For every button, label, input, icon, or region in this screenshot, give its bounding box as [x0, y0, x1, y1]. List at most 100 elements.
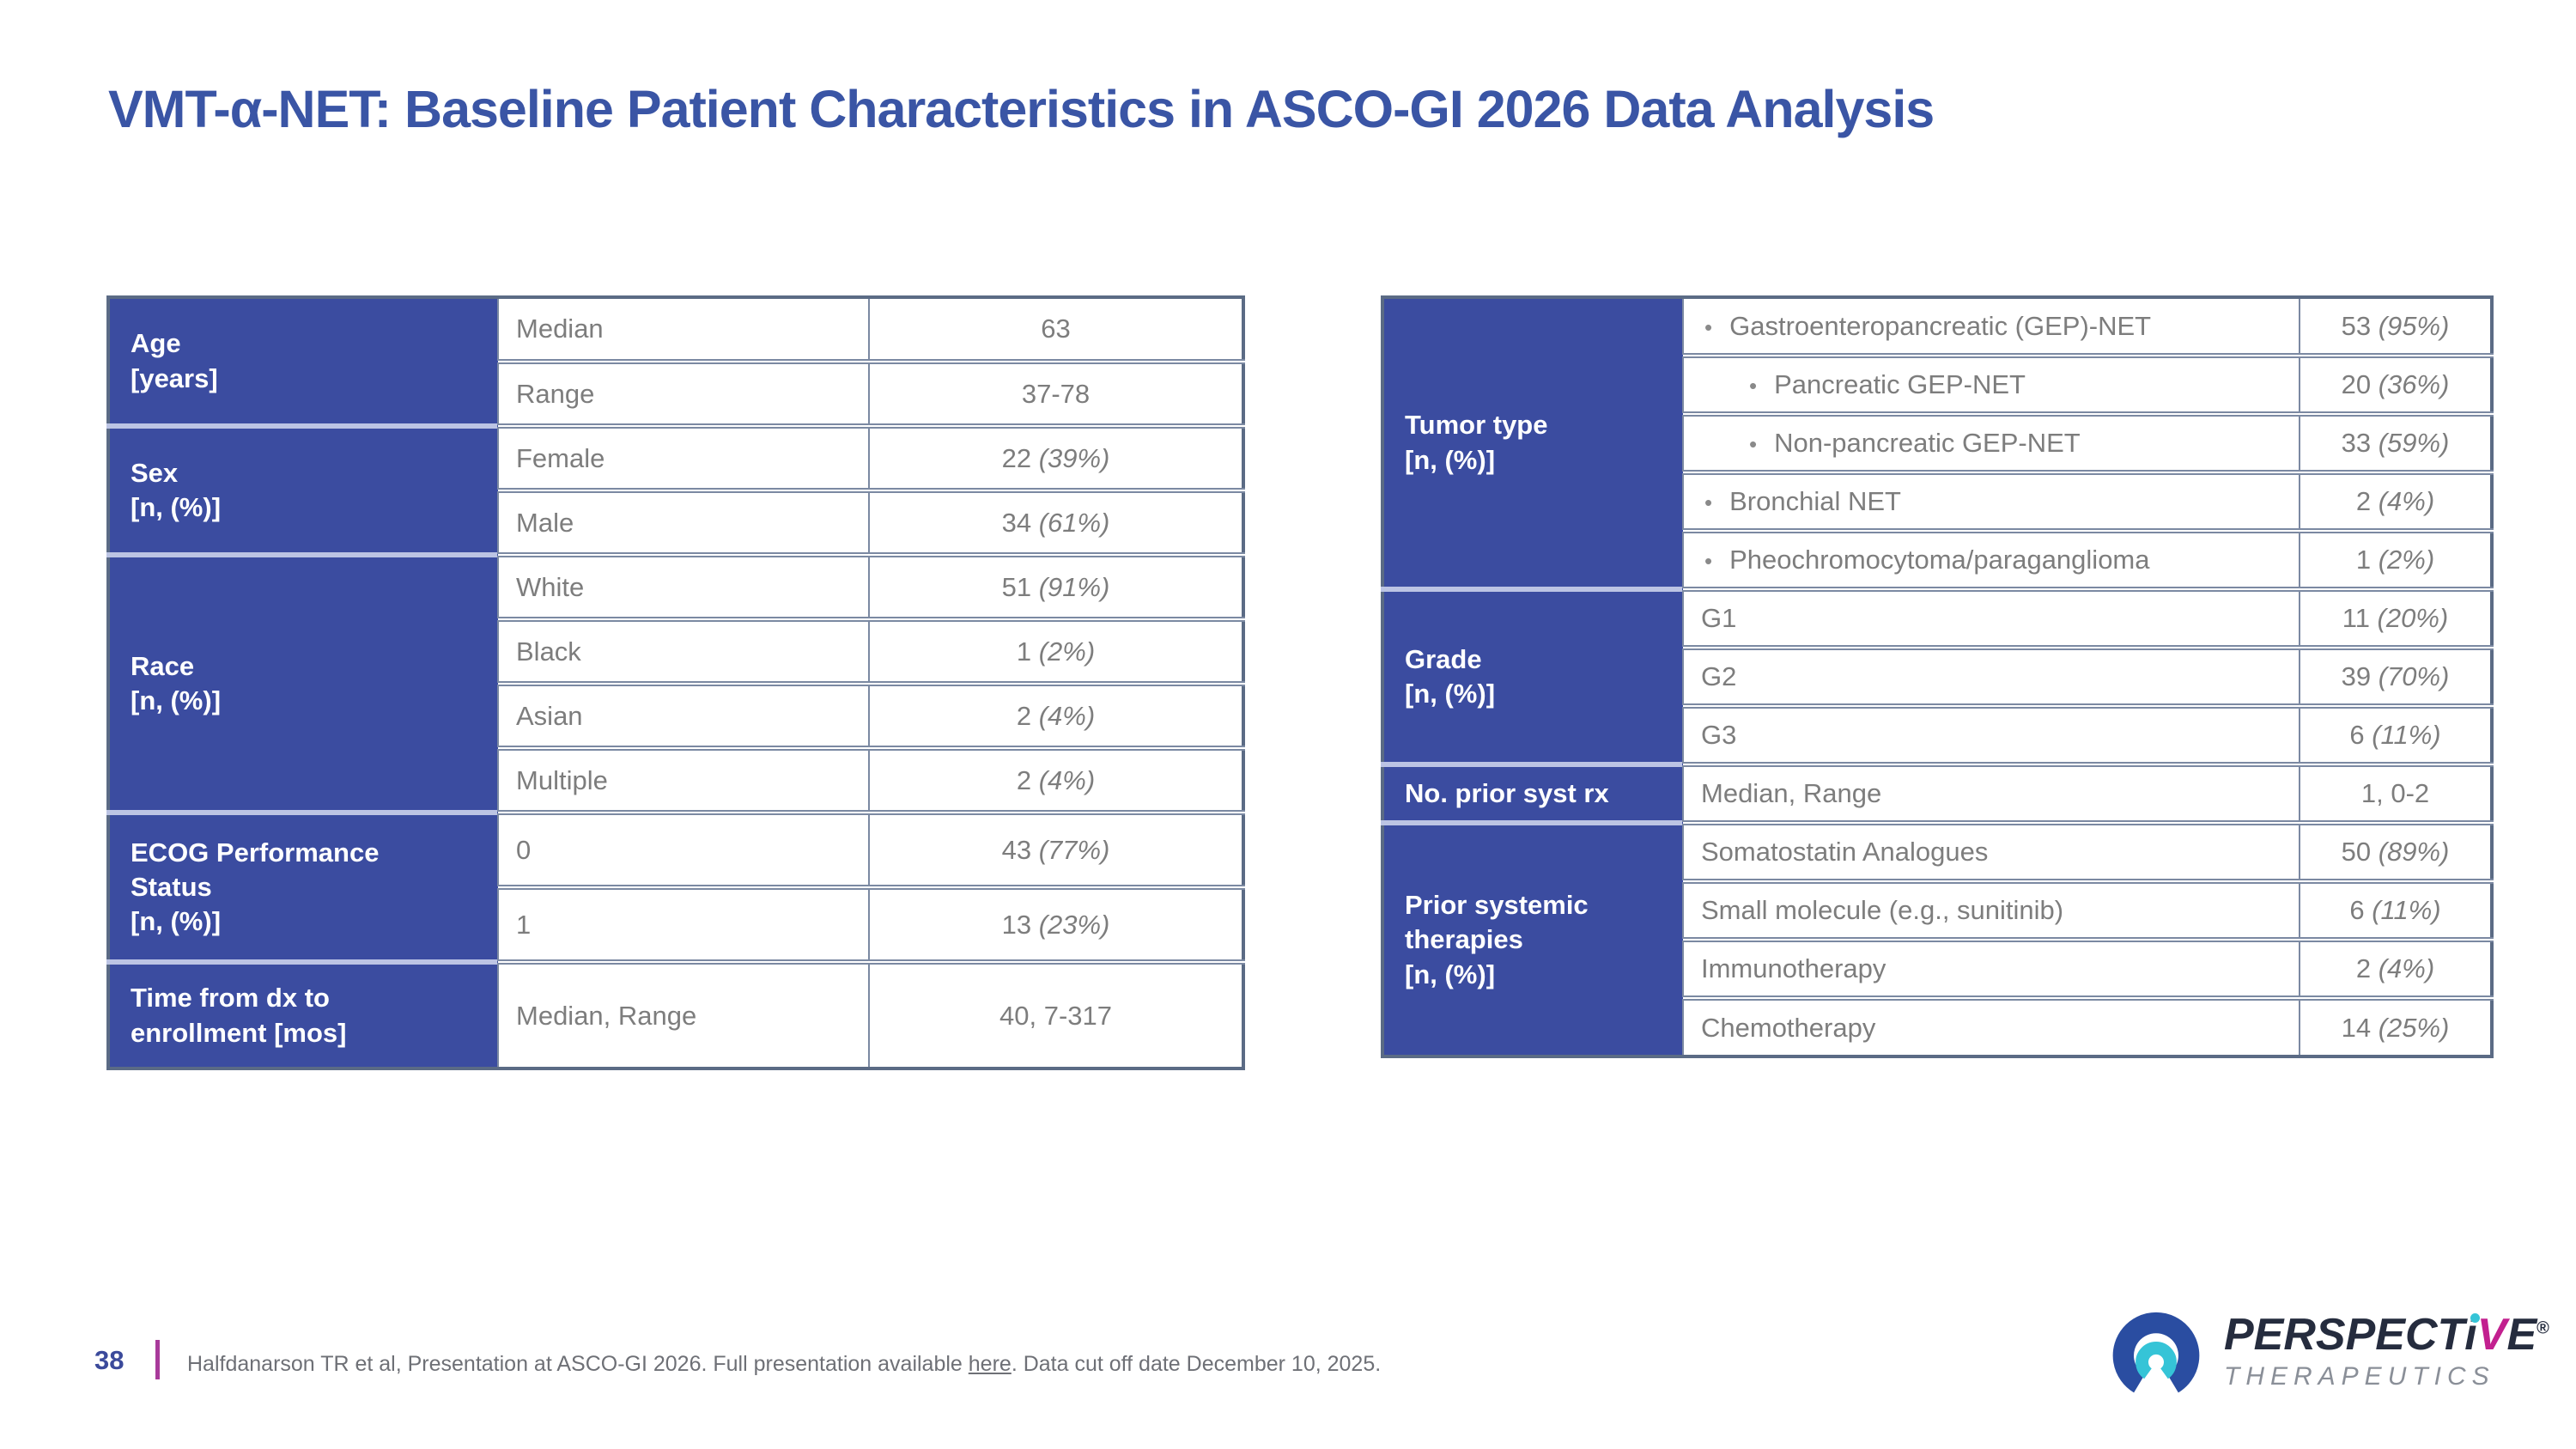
bullet-icon: • — [1704, 314, 1713, 340]
perspective-therapeutics-logo: PERSPECTi VE® THERAPEUTICS — [2111, 1307, 2549, 1402]
row-value-cell: 53 (95%) — [2299, 296, 2493, 358]
row-value-cell: 2 (4%) — [868, 747, 1244, 815]
row-group-header: Grade [n, (%)] — [1382, 587, 1684, 764]
row-group-header: Tumor type [n, (%)] — [1382, 297, 1684, 589]
row-label-cell: 0 — [497, 812, 870, 890]
row-label-cell: 1 — [497, 886, 870, 965]
row-value-cell: 1 (2%) — [2299, 530, 2493, 592]
table-row: Tumor type [n, (%)] • Gastroenteropancreati… — [1382, 296, 2493, 589]
table-row: Range 37-78 — [108, 361, 1244, 429]
row-value-cell: 2 (4%) — [2299, 939, 2493, 1001]
citation-suffix: . Data cut off date December 10, 2025. — [1011, 1352, 1382, 1376]
brand-v: V — [2476, 1310, 2507, 1360]
table-row: G3 6 (11%) — [1382, 705, 2493, 767]
table-row: ECOG Performance Status [n, (%)] 0 43 (77%) — [108, 810, 1244, 962]
row-value-cell: 40, 7-317 — [868, 961, 1244, 1068]
registered-mark: ® — [2537, 1318, 2549, 1338]
table-row: • Pancreatic GEP-NET 20 (36%) — [1382, 355, 2493, 417]
tumor-characteristics-table: Tumor type [n, (%)] • Gastroenteropancreati… — [1381, 295, 2494, 1058]
row-label-cell: Male — [497, 490, 870, 557]
row-label-cell: • Gastroenteropancreatic (GEP)-NET — [1682, 296, 2300, 358]
row-group-header: Time from dx to enrollment [mos] — [108, 959, 499, 1068]
row-label-cell: • Pheochromocytoma/paraganglioma — [1682, 530, 2300, 592]
row-value-cell: 6 (11%) — [2299, 880, 2493, 942]
row-label-cell: Female — [497, 425, 870, 493]
table-row: 1 13 (23%) — [108, 886, 1244, 965]
logo-wordmark: PERSPECTi VE® THERAPEUTICS — [2224, 1312, 2549, 1391]
here-link[interactable]: here — [968, 1352, 1012, 1376]
table-row: • Bronchial NET 2 (4%) — [1382, 472, 2493, 533]
row-value-cell: 39 (70%) — [2299, 647, 2493, 709]
row-value-cell: 2 (4%) — [2299, 472, 2493, 533]
row-value-cell: 34 (61%) — [868, 490, 1244, 557]
row-label-cell: White — [497, 554, 870, 622]
table-row: Chemotherapy 14 (25%) — [1382, 997, 2493, 1056]
row-value-cell: 43 (77%) — [868, 812, 1244, 890]
table-row: Age [years] Median 63 — [108, 296, 1244, 426]
row-group-header: Sex [n, (%)] — [108, 423, 499, 555]
table-row: Prior systemic therapies [n, (%)] Somatosta… — [1382, 820, 2493, 1056]
row-label-cell: • Bronchial NET — [1682, 472, 2300, 533]
bullet-icon: • — [1749, 373, 1758, 399]
row-value-cell: 1, 0-2 — [2299, 764, 2493, 825]
row-label-cell: Somatostatin Analogues — [1682, 822, 2300, 884]
row-value-cell: 20 (36%) — [2299, 355, 2493, 417]
patient-demographics-table: Age [years] Median 63 Range 37-78 Sex [n, (%)] F… — [106, 295, 1245, 1070]
citation-prefix: Halfdanarson TR et al, Presentation at A… — [187, 1352, 969, 1376]
row-group-header: No. prior syst rx — [1382, 762, 1684, 823]
footer-divider-bar — [155, 1340, 160, 1379]
logo-arc-icon — [2112, 1312, 2200, 1393]
row-group-header: ECOG Performance Status [n, (%)] — [108, 810, 499, 962]
row-label-cell: Median — [497, 296, 870, 364]
row-label-cell: G1 — [1682, 588, 2300, 650]
table-row: • Non-pancreatic GEP-NET 33 (59%) — [1382, 413, 2493, 475]
table-row: Grade [n, (%)] G1 11 (20%) — [1382, 587, 2493, 764]
row-label-cell: G3 — [1682, 705, 2300, 767]
table-row: No. prior syst rx Median, Range 1, 0-2 — [1382, 762, 2493, 825]
row-value-cell: 51 (91%) — [868, 554, 1244, 622]
bullet-icon: • — [1704, 548, 1713, 575]
row-label-cell: G2 — [1682, 647, 2300, 709]
row-label-cell: Asian — [497, 683, 870, 751]
row-value-cell: 37-78 — [868, 361, 1244, 429]
page-number: 38 — [94, 1345, 125, 1375]
brand-pre: PERSPECT — [2224, 1310, 2465, 1360]
row-label-cell: Range — [497, 361, 870, 429]
citation-text: Halfdanarson TR et al, Presentation at A… — [187, 1352, 1381, 1377]
table-row: G2 39 (70%) — [1382, 647, 2493, 709]
table-row: Asian 2 (4%) — [108, 683, 1244, 751]
table-row: Multiple 2 (4%) — [108, 747, 1244, 815]
row-label-cell: Immunotherapy — [1682, 939, 2300, 1001]
brand-i: i — [2464, 1312, 2481, 1357]
row-label-cell: • Pancreatic GEP-NET — [1682, 355, 2300, 417]
page-title: VMT-α-NET: Baseline Patient Characterist… — [108, 80, 1935, 138]
row-value-cell: 13 (23%) — [868, 886, 1244, 965]
row-label-cell: Multiple — [497, 747, 870, 815]
row-value-cell: 2 (4%) — [868, 683, 1244, 751]
bullet-icon: • — [1749, 431, 1758, 458]
logo-brand-line: PERSPECTi VE® — [2224, 1312, 2549, 1357]
table-row: Race [n, (%)] White 51 (91%) — [108, 552, 1244, 813]
table-row: Black 1 (2%) — [108, 618, 1244, 686]
table-row: Small molecule (e.g., sunitinib) 6 (11%) — [1382, 880, 2493, 942]
row-group-header: Age [years] — [108, 297, 499, 426]
table-row: Sex [n, (%)] Female 22 (39%) — [108, 423, 1244, 555]
table-row: Immunotherapy 2 (4%) — [1382, 939, 2493, 1001]
row-group-header: Race [n, (%)] — [108, 552, 499, 813]
row-value-cell: 50 (89%) — [2299, 822, 2493, 884]
row-label-cell: • Non-pancreatic GEP-NET — [1682, 413, 2300, 475]
row-label-cell: Median, Range — [1682, 764, 2300, 825]
row-label-cell: Median, Range — [497, 961, 870, 1068]
teal-dot-icon — [2470, 1313, 2481, 1323]
row-value-cell: 33 (59%) — [2299, 413, 2493, 475]
row-value-cell: 63 — [868, 296, 1244, 364]
table-row: • Pheochromocytoma/paraganglioma 1 (2%) — [1382, 530, 2493, 592]
bullet-icon: • — [1704, 490, 1713, 516]
table-row: Male 34 (61%) — [108, 490, 1244, 557]
row-value-cell: 14 (25%) — [2299, 997, 2493, 1056]
row-label-cell: Black — [497, 618, 870, 686]
row-label-cell: Chemotherapy — [1682, 997, 2300, 1056]
row-group-header: Prior systemic therapies [n, (%)] — [1382, 820, 1684, 1056]
row-label-cell: Small molecule (e.g., sunitinib) — [1682, 880, 2300, 942]
logo-subtitle: THERAPEUTICS — [2224, 1362, 2495, 1391]
